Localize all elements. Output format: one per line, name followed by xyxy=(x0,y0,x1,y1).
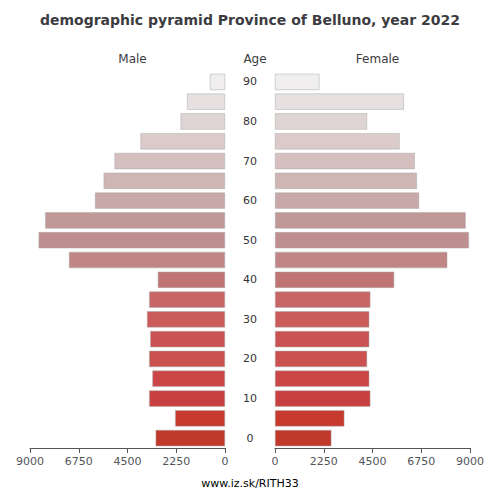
svg-text:10: 10 xyxy=(243,392,257,405)
svg-text:demographic pyramid Province o: demographic pyramid Province of Belluno,… xyxy=(40,12,460,28)
svg-text:20: 20 xyxy=(243,352,257,365)
svg-text:2250: 2250 xyxy=(310,455,338,468)
svg-text:4500: 4500 xyxy=(114,455,142,468)
svg-text:9000: 9000 xyxy=(16,455,44,468)
svg-text:4500: 4500 xyxy=(359,455,387,468)
svg-text:90: 90 xyxy=(243,75,257,88)
svg-text:50: 50 xyxy=(243,234,257,247)
svg-text:80: 80 xyxy=(243,115,257,128)
svg-text:0: 0 xyxy=(247,432,254,445)
svg-text:Male: Male xyxy=(118,52,146,66)
svg-text:70: 70 xyxy=(243,155,257,168)
svg-text:www.iz.sk/RITH33: www.iz.sk/RITH33 xyxy=(201,477,299,490)
svg-text:6750: 6750 xyxy=(407,455,435,468)
svg-text:30: 30 xyxy=(243,313,257,326)
svg-text:40: 40 xyxy=(243,273,257,286)
svg-text:Age: Age xyxy=(243,52,266,66)
svg-text:60: 60 xyxy=(243,194,257,207)
svg-text:0: 0 xyxy=(222,455,229,468)
svg-text:Female: Female xyxy=(356,52,399,66)
svg-text:9000: 9000 xyxy=(456,455,484,468)
svg-text:0: 0 xyxy=(272,455,279,468)
svg-text:6750: 6750 xyxy=(65,455,93,468)
svg-text:2250: 2250 xyxy=(162,455,190,468)
